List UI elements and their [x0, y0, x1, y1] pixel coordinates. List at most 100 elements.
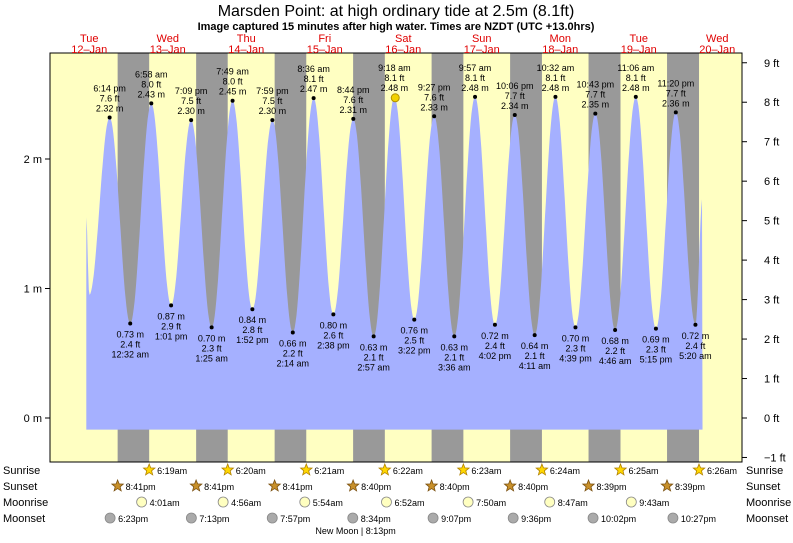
moon-icon: [625, 496, 637, 508]
high-tide-meters: 2.48 m: [461, 83, 489, 93]
sun-icon: [346, 478, 360, 492]
sunset-time: 8:39pm: [597, 482, 627, 492]
chart-subtitle: Image captured 15 minutes after high wat…: [198, 21, 595, 33]
moonset-time: 8:34pm: [361, 514, 391, 524]
high-tide-feet: 7.5 ft: [181, 96, 202, 106]
high-tide-meters: 2.45 m: [219, 87, 247, 97]
moon-icon: [185, 512, 197, 524]
high-tide-feet: 7.7 ft: [585, 90, 606, 100]
row-label-right: Sunset: [746, 481, 780, 493]
low-tide-meters: 0.70 m: [198, 333, 226, 343]
high-tide-time: 9:27 pm: [418, 82, 451, 92]
high-tide-feet: 8.1 ft: [626, 73, 647, 83]
row-label-left: Sunrise: [3, 465, 40, 477]
right-tick-label: −1 ft: [764, 452, 786, 464]
low-tide-point: [128, 321, 133, 326]
high-tide-point: [107, 115, 112, 120]
low-tide-feet: 2.3 ft: [202, 343, 223, 353]
high-tide-time: 10:43 pm: [577, 80, 615, 90]
current-tide-marker: [390, 93, 400, 103]
right-tick-label: 2 ft: [764, 334, 779, 346]
low-tide-meters: 0.68 m: [601, 336, 629, 346]
moonset-time: 10:27pm: [681, 514, 716, 524]
sun-icon: [378, 462, 392, 476]
low-tide-point: [613, 327, 618, 332]
high-tide-meters: 2.34 m: [501, 101, 529, 111]
high-tide-time: 6:14 pm: [93, 84, 126, 94]
moonrise-time: 7:50am: [476, 498, 506, 508]
high-tide-time: 7:49 am: [216, 67, 249, 77]
sunset-time: 8:40pm: [361, 482, 391, 492]
high-tide-feet: 8.1 ft: [384, 73, 405, 83]
high-tide-meters: 2.31 m: [340, 105, 368, 115]
sun-icon: [220, 462, 235, 476]
low-tide-feet: 2.8 ft: [242, 325, 263, 335]
high-tide-time: 9:57 am: [459, 63, 492, 73]
sun-moon-table: Sunrise Sunrise Sunset Sunset Moonrise Moonri…: [3, 462, 791, 536]
moonrise-time: 8:47am: [558, 498, 588, 508]
moonset-time: 7:57pm: [280, 514, 310, 524]
left-axis-meters: 0 m 1 m 2 m: [24, 154, 50, 425]
low-tide-time: 3:22 pm: [398, 346, 431, 356]
high-tide-time: 9:18 am: [378, 63, 411, 73]
low-tide-feet: 2.4 ft: [120, 339, 141, 349]
low-tide-feet: 2.1 ft: [525, 351, 546, 361]
day-name: Mon: [550, 33, 571, 45]
high-tide-meters: 2.43 m: [138, 89, 166, 99]
low-tide-point: [209, 325, 214, 330]
low-tide-meters: 0.73 m: [116, 329, 144, 339]
sun-icon: [189, 478, 203, 492]
low-tide-time: 4:46 am: [599, 356, 632, 366]
high-tide-feet: 7.6 ft: [100, 94, 121, 104]
sun-icon: [660, 478, 674, 492]
low-tide-feet: 2.3 ft: [565, 343, 586, 353]
low-tide-feet: 2.3 ft: [646, 345, 667, 355]
low-tide-point: [290, 330, 295, 335]
sunset-time: 8:40pm: [440, 482, 470, 492]
low-tide-point: [573, 325, 578, 330]
day-name: Sat: [395, 33, 412, 45]
high-tide-feet: 7.6 ft: [343, 95, 364, 105]
day-date: 19–Jan: [621, 44, 657, 56]
sunrise-time: 6:24am: [550, 466, 580, 476]
low-tide-meters: 0.70 m: [562, 333, 590, 343]
row-label-right: Moonrise: [746, 497, 791, 509]
plot-border: [49, 52, 743, 463]
day-date: 16–Jan: [385, 44, 421, 56]
low-tide-meters: 0.63 m: [441, 342, 469, 352]
moon-icon: [462, 496, 474, 508]
tide-area: [86, 96, 703, 430]
low-tide-feet: 2.1 ft: [444, 352, 465, 362]
day-name: Fri: [318, 33, 331, 45]
high-tide-meters: 2.35 m: [582, 100, 610, 110]
moonrise-time: 9:43am: [639, 498, 669, 508]
low-tide-point: [250, 307, 255, 312]
high-tide-feet: 8.0 ft: [141, 79, 162, 89]
right-tick-label: 9 ft: [764, 58, 779, 70]
moon-icon: [667, 512, 679, 524]
low-tide-feet: 2.4 ft: [485, 341, 506, 351]
sun-icon: [299, 462, 314, 476]
moon-icon: [299, 496, 311, 508]
high-tide-meters: 2.48 m: [542, 83, 570, 93]
high-tide-point: [673, 110, 678, 115]
low-tide-time: 1:01 pm: [155, 331, 188, 341]
low-tide-meters: 0.69 m: [642, 335, 670, 345]
moonrise-time: 4:01am: [150, 498, 180, 508]
high-tide-feet: 8.1 ft: [304, 74, 325, 84]
high-tide-meters: 2.33 m: [420, 102, 448, 112]
high-tide-meters: 2.30 m: [177, 106, 205, 116]
day-date: 14–Jan: [228, 44, 264, 56]
low-tide-point: [653, 326, 658, 331]
low-tide-time: 4:02 pm: [479, 351, 512, 361]
right-tick-label: 3 ft: [764, 295, 779, 307]
sunset-time: 8:39pm: [675, 482, 705, 492]
moonset-time: 10:02pm: [601, 514, 636, 524]
low-tide-meters: 0.76 m: [401, 326, 429, 336]
sunrise-time: 6:19am: [157, 466, 187, 476]
low-tide-time: 5:20 am: [679, 351, 712, 361]
day-labels: Tue12–JanWed13–JanThu14–JanFri15–JanSat1…: [71, 33, 735, 56]
tide-curve: [86, 96, 703, 430]
low-tide-time: 1:52 pm: [236, 335, 269, 345]
